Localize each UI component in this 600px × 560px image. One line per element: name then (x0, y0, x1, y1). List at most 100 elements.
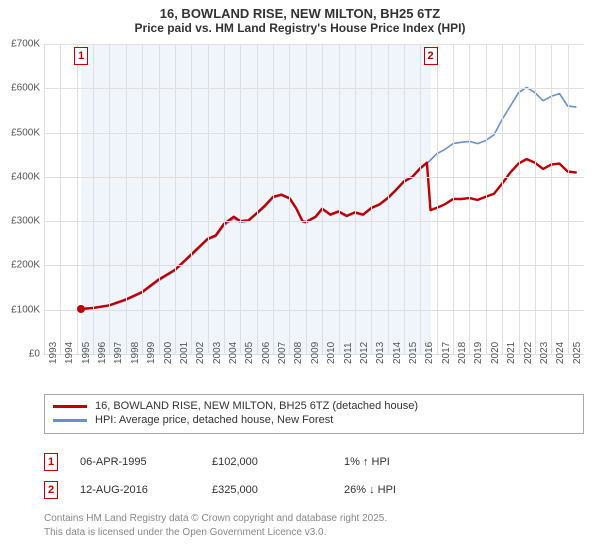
x-tick-label: 1993 (48, 342, 59, 364)
gridline-v (273, 44, 274, 354)
x-tick-label: 2024 (555, 342, 566, 364)
y-tick-label: £700K (11, 39, 40, 50)
series-start-marker (77, 305, 85, 313)
gridline-v (257, 44, 258, 354)
x-tick-label: 2006 (261, 342, 272, 364)
event-delta: 26% ↓ HPI (344, 484, 454, 496)
y-tick-label: £500K (11, 127, 40, 138)
event-delta: 1% ↑ HPI (344, 456, 454, 468)
x-tick-label: 2019 (473, 342, 484, 364)
chart-title: 16, BOWLAND RISE, NEW MILTON, BH25 6TZ (0, 0, 600, 21)
gridline-v (208, 44, 209, 354)
x-tick-label: 2014 (392, 342, 403, 364)
event-price: £325,000 (212, 484, 322, 496)
x-tick-label: 2003 (212, 342, 223, 364)
gridline-v (388, 44, 389, 354)
gridline-v (519, 44, 520, 354)
y-tick-label: £300K (11, 216, 40, 227)
event-row: 2 12-AUG-2016 £325,000 26% ↓ HPI (44, 476, 584, 504)
event-marker-2: 2 (44, 481, 58, 499)
gridline-v (109, 44, 110, 354)
x-tick-label: 2010 (326, 342, 337, 364)
x-tick-label: 2017 (441, 342, 452, 364)
plot-region: 12 (44, 44, 584, 354)
x-tick-label: 2013 (375, 342, 386, 364)
footer-line-2: This data is licensed under the Open Gov… (44, 526, 584, 540)
x-tick-label: 2023 (539, 342, 550, 364)
event-date: 12-AUG-2016 (80, 484, 190, 496)
gridline-v (486, 44, 487, 354)
gridline-v (469, 44, 470, 354)
x-tick-label: 2016 (424, 342, 435, 364)
legend-box: 16, BOWLAND RISE, NEW MILTON, BH25 6TZ (… (44, 394, 584, 434)
legend-label: 16, BOWLAND RISE, NEW MILTON, BH25 6TZ (… (95, 400, 418, 412)
legend-swatch (53, 419, 87, 422)
legend-row: HPI: Average price, detached house, New … (53, 413, 575, 427)
footer-line-1: Contains HM Land Registry data © Crown c… (44, 512, 584, 526)
x-tick-label: 2005 (244, 342, 255, 364)
gridline-v (502, 44, 503, 354)
legend-label: HPI: Average price, detached house, New … (95, 414, 333, 426)
gridline-v (453, 44, 454, 354)
x-tick-label: 2002 (195, 342, 206, 364)
chart-marker-2: 2 (424, 47, 438, 65)
gridline-v (420, 44, 421, 354)
gridline-v (551, 44, 552, 354)
gridline-v (142, 44, 143, 354)
x-tick-label: 2012 (359, 342, 370, 364)
x-tick-label: 2025 (572, 342, 583, 364)
y-tick-label: £200K (11, 260, 40, 271)
gridline-v (355, 44, 356, 354)
event-marker-1: 1 (44, 453, 58, 471)
y-tick-label: £100K (11, 304, 40, 315)
x-tick-label: 2004 (228, 342, 239, 364)
gridline-v (93, 44, 94, 354)
gridline-v (371, 44, 372, 354)
gridline-v (535, 44, 536, 354)
x-tick-label: 2018 (457, 342, 468, 364)
legend-row: 16, BOWLAND RISE, NEW MILTON, BH25 6TZ (… (53, 399, 575, 413)
x-tick-label: 2020 (490, 342, 501, 364)
gridline-v (159, 44, 160, 354)
x-tick-label: 2011 (343, 342, 354, 364)
event-date: 06-APR-1995 (80, 456, 190, 468)
gridline-v (240, 44, 241, 354)
x-tick-label: 1996 (97, 342, 108, 364)
gridline-v (322, 44, 323, 354)
gridline-v (44, 44, 45, 354)
gridline-v (175, 44, 176, 354)
x-tick-label: 1999 (146, 342, 157, 364)
chart-subtitle: Price paid vs. HM Land Registry's House … (0, 21, 600, 39)
x-tick-label: 1995 (81, 342, 92, 364)
x-tick-label: 2015 (408, 342, 419, 364)
gridline-v (224, 44, 225, 354)
legend-swatch (53, 405, 87, 408)
gridline-v (568, 44, 569, 354)
x-tick-label: 2021 (506, 342, 517, 364)
gridline-v (404, 44, 405, 354)
gridline-v (289, 44, 290, 354)
x-tick-label: 2008 (293, 342, 304, 364)
x-tick-label: 1997 (113, 342, 124, 364)
x-tick-label: 2009 (310, 342, 321, 364)
x-tick-label: 1994 (64, 342, 75, 364)
gridline-v (191, 44, 192, 354)
gridline-v (437, 44, 438, 354)
y-tick-label: £400K (11, 171, 40, 182)
x-tick-label: 1998 (130, 342, 141, 364)
gridline-v (60, 44, 61, 354)
chart-area: 12 £0£100K£200K£300K£400K£500K£600K£700K… (0, 44, 600, 384)
event-row: 1 06-APR-1995 £102,000 1% ↑ HPI (44, 448, 584, 476)
x-tick-label: 2022 (523, 342, 534, 364)
event-price: £102,000 (212, 456, 322, 468)
y-tick-label: £600K (11, 83, 40, 94)
x-tick-label: 2000 (163, 342, 174, 364)
x-tick-label: 2001 (179, 342, 190, 364)
x-tick-label: 2007 (277, 342, 288, 364)
gridline-v (126, 44, 127, 354)
gridline-v (339, 44, 340, 354)
gridline-v (306, 44, 307, 354)
footer-attribution: Contains HM Land Registry data © Crown c… (44, 512, 584, 539)
y-tick-label: £0 (29, 349, 40, 360)
events-table: 1 06-APR-1995 £102,000 1% ↑ HPI 2 12-AUG-2016… (44, 448, 584, 504)
